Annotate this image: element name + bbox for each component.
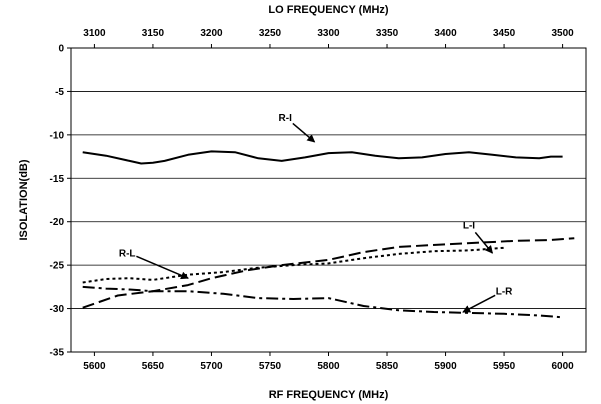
annotation-arrow — [292, 122, 316, 143]
tick-labels: 0 -5 -10 -15 -20 -25 -30 -35 5600 5650 5700 5750 580… — [50, 28, 575, 372]
x-tick-label: 5800 — [317, 361, 340, 372]
series-line-r-l — [82, 246, 505, 284]
x-tick-label: 5600 — [83, 361, 106, 372]
annotation-r-i: R-I — [279, 113, 293, 124]
y-tick-label: -35 — [50, 348, 65, 359]
annotation-l-r: L-R — [496, 287, 513, 298]
bottom-axis-title: RF FREQUENCY (MHz) — [269, 389, 389, 401]
x-tick-label: 6000 — [551, 361, 574, 372]
y-tick-label: -20 — [50, 217, 65, 228]
x2-tick-label: 3500 — [551, 28, 574, 39]
annotation-r-l: R-L — [119, 248, 136, 259]
annotation-arrow — [136, 255, 189, 280]
annotation-l-i: L-I — [463, 221, 475, 232]
annotations: R-I L-I R-L L-R — [119, 113, 513, 313]
series-line-r-i — [82, 150, 563, 165]
x2-tick-label: 3300 — [317, 28, 340, 39]
x2-tick-label: 3150 — [142, 28, 165, 39]
x-tick-label: 5750 — [259, 361, 282, 372]
x2-tick-label: 3100 — [83, 28, 106, 39]
x-tick-label: 5700 — [200, 361, 223, 372]
x-tick-label: 5900 — [434, 361, 457, 372]
series-line-l-r — [82, 285, 563, 319]
series-line-l-i — [82, 237, 575, 309]
annotation-arrow — [474, 231, 494, 254]
y-tick-label: -10 — [50, 130, 65, 141]
x2-tick-label: 3350 — [376, 28, 399, 39]
grid-lines — [71, 91, 586, 309]
y-tick-label: 0 — [58, 44, 64, 55]
x2-tick-label: 3200 — [200, 28, 223, 39]
x2-tick-label: 3450 — [493, 28, 516, 39]
top-axis-title: LO FREQUENCY (MHz) — [268, 4, 389, 16]
x2-tick-label: 3400 — [434, 28, 457, 39]
x-tick-label: 5850 — [376, 361, 399, 372]
y-tick-label: -15 — [50, 174, 65, 185]
x2-tick-label: 3250 — [259, 28, 282, 39]
y-tick-label: -25 — [50, 261, 65, 272]
x-tick-label: 5650 — [142, 361, 165, 372]
axes — [67, 44, 587, 356]
plot-frame — [70, 47, 587, 353]
y-tick-label: -5 — [55, 87, 64, 98]
y-axis-title: ISOLATION(dB) — [18, 159, 30, 240]
x-tick-label: 5950 — [493, 361, 516, 372]
y-tick-label: -30 — [50, 304, 65, 315]
series-lines — [82, 150, 575, 319]
annotation-arrow — [462, 294, 496, 313]
